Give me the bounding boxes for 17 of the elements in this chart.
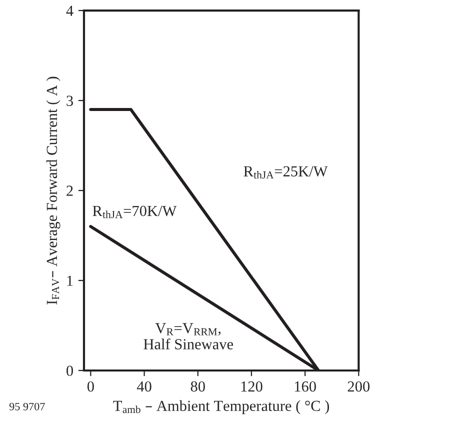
text: 95 9707 [9,402,45,410]
x-tick-label: 200 [348,381,370,392]
y-tick-label: 2 [66,186,73,196]
x-tick-label: 120 [241,381,262,392]
x-tick-label: 0 [87,381,94,392]
x-tick-label: 40 [136,381,152,392]
x-tick-label: 160 [294,381,316,392]
y-axis-title: I$_{FAV}$– Average Forward Current ( A ) [46,76,60,304]
y-tick-label: 1 [67,276,73,286]
x-axis-title: T$_{amb}$ – Ambient Temperature ( °C ) [113,400,330,414]
annotation: V$_{R}$=V$_{RRM}$, Half Sinewave [144,323,234,350]
annotation: R$_{thJA}$=25K/W [244,166,328,179]
y-tick-label: 3 [66,96,73,106]
y-tick-label: 4 [66,6,74,16]
y-tick-label: 0 [66,366,73,376]
annotation: R$_{thJA}$=70K/W [92,206,177,218]
x-tick-label: 80 [190,381,205,392]
